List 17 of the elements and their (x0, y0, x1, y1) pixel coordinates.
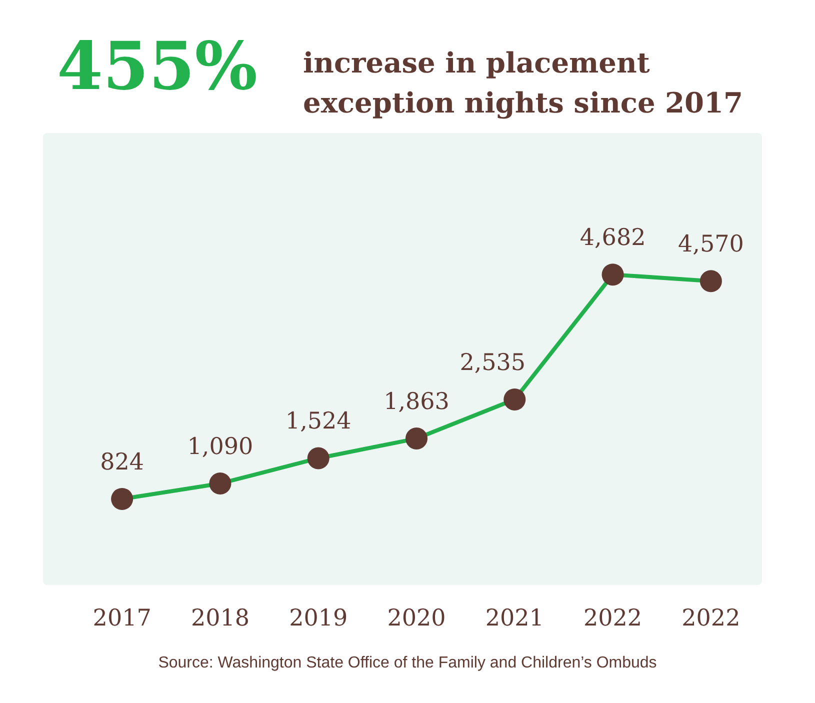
data-label: 2,535 (460, 350, 526, 376)
data-label: 4,570 (678, 232, 744, 258)
data-label: 1,090 (187, 434, 254, 460)
x-tick-label: 2022 (682, 606, 740, 632)
source-note: Source: Washington State Office of the Family and Children’s Ombuds (158, 654, 657, 672)
x-tick-label: 2020 (387, 606, 446, 632)
chart-subtitle: increase in placement exception nights since 2017 (303, 46, 743, 120)
x-tick-label: 2022 (584, 606, 642, 632)
data-label: 1,524 (285, 408, 352, 435)
data-label: 1,863 (384, 389, 450, 416)
data-label: 824 (100, 449, 144, 476)
data-label: 4,682 (580, 225, 646, 252)
chart-title: 455% (57, 27, 258, 105)
x-tick-label: 2017 (92, 606, 152, 632)
x-tick-label: 2019 (289, 606, 348, 632)
x-tick-label: 2018 (190, 606, 250, 632)
x-tick-label: 2021 (485, 606, 544, 632)
